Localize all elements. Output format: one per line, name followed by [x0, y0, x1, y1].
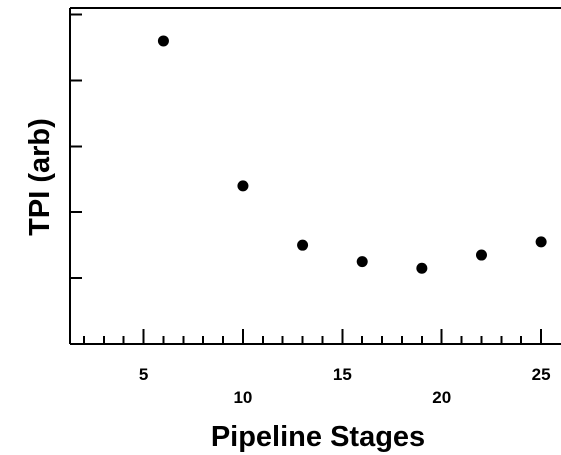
x-tick-label-15: 15 [333, 365, 352, 384]
data-point-1 [157, 35, 169, 47]
data-point-5 [416, 262, 428, 274]
y-axis-title: TPI (arb) [24, 118, 56, 236]
x-axis-title: Pipeline Stages [211, 421, 425, 453]
data-point-7 [535, 236, 547, 248]
data-point-6 [475, 249, 487, 261]
x-ticks-group [82, 329, 543, 344]
x-tick-labels-group: 5 10 15 20 25 [139, 365, 551, 407]
x-tick-label-10: 10 [233, 388, 252, 407]
data-point-3 [297, 239, 309, 251]
axes-group [69, 7, 561, 345]
data-point-4 [356, 256, 368, 268]
x-tick-label-5: 5 [139, 365, 148, 384]
x-tick-label-20: 20 [432, 388, 451, 407]
x-tick-label-25: 25 [532, 365, 551, 384]
y-ticks-group [70, 13, 82, 280]
data-points-group [157, 35, 547, 274]
data-point-2 [237, 180, 249, 192]
